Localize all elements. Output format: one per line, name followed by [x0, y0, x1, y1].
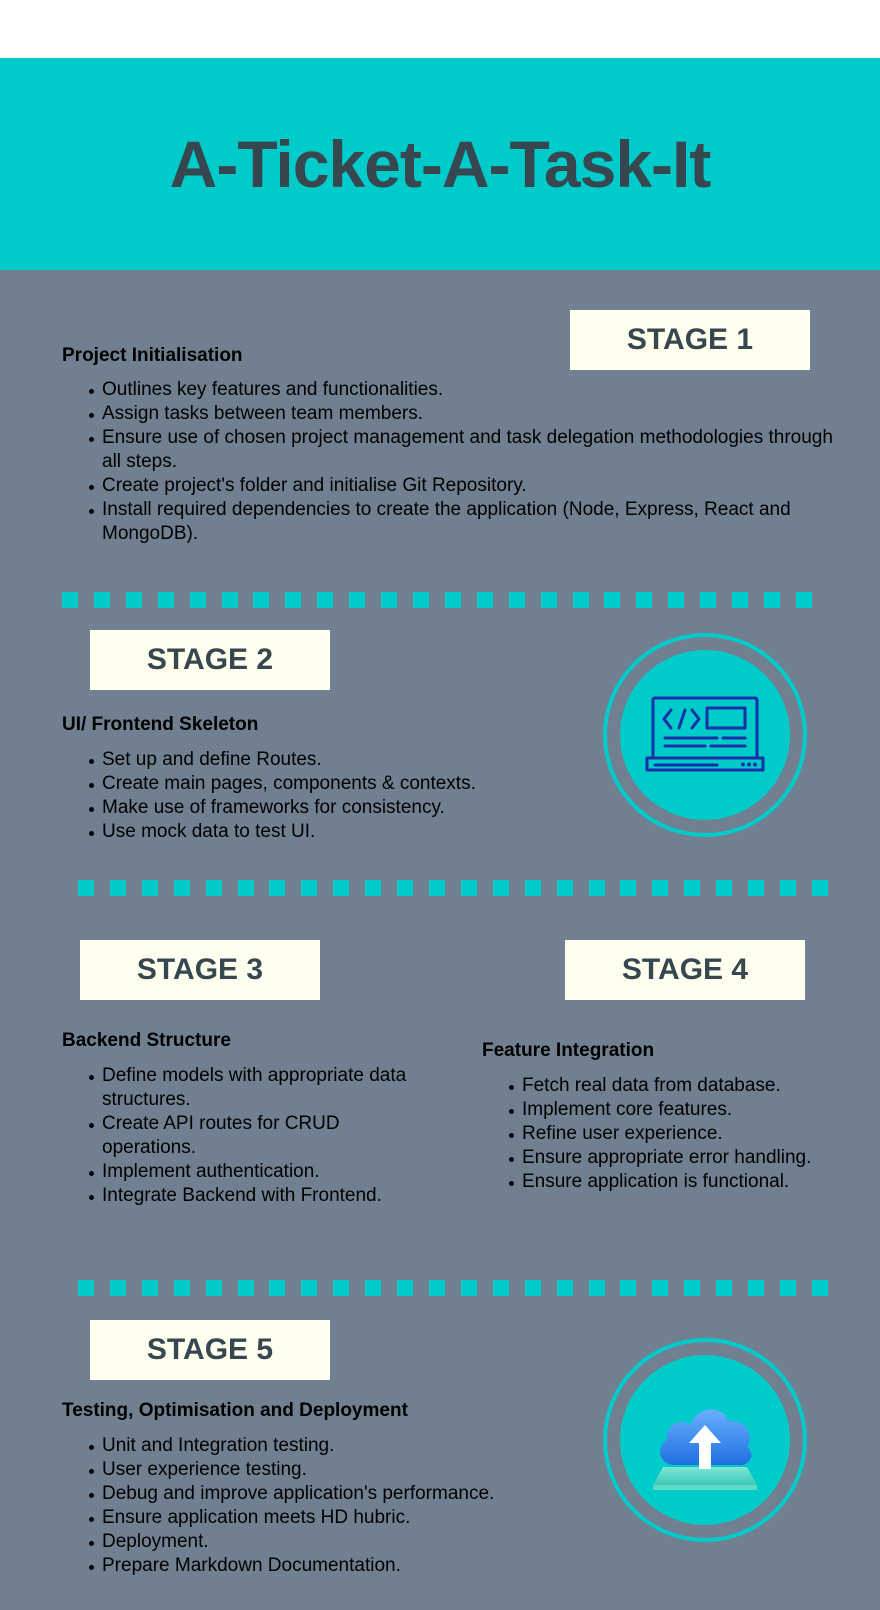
stage-4-title: Feature Integration — [482, 1040, 655, 1061]
divider-2 — [78, 880, 828, 896]
main-content: STAGE 1 Project Initialisation Outlines … — [0, 270, 880, 1610]
list-item: Unit and Integration testing. — [62, 1434, 562, 1458]
stage-2-title: UI/ Frontend Skeleton — [62, 714, 259, 735]
list-item: Set up and define Routes. — [62, 748, 542, 772]
stage-2-list: Set up and define Routes. Create main pa… — [62, 748, 542, 844]
stage-1-list: Outlines key features and functionalitie… — [62, 378, 842, 546]
list-item: Implement authentication. — [62, 1160, 422, 1184]
list-item: Refine user experience. — [482, 1122, 832, 1146]
page-title: A-Ticket-A-Task-It — [169, 127, 712, 201]
stage-1-label: STAGE 1 — [570, 310, 810, 370]
stage-3-title: Backend Structure — [62, 1030, 231, 1051]
stage-2-label: STAGE 2 — [90, 630, 330, 690]
cloud-upload-icon — [653, 1409, 757, 1490]
list-item: User experience testing. — [62, 1458, 562, 1482]
stage-4-list: Fetch real data from database. Implement… — [482, 1074, 832, 1194]
list-item: Deployment. — [62, 1530, 562, 1554]
stage-5-list: Unit and Integration testing. User exper… — [62, 1434, 562, 1578]
list-item: Fetch real data from database. — [482, 1074, 832, 1098]
stage-5-title: Testing, Optimisation and Deployment — [62, 1400, 408, 1421]
stage-3-list: Define models with appropriate data stru… — [62, 1064, 422, 1208]
list-item: Ensure application meets HD hubric. — [62, 1506, 562, 1530]
list-item: Ensure application is functional. — [482, 1170, 832, 1194]
list-item: Use mock data to test UI. — [62, 820, 542, 844]
stage-2-icon-badge — [603, 633, 807, 837]
list-item: Create main pages, components & contexts… — [62, 772, 542, 796]
list-item: Prepare Markdown Documentation. — [62, 1554, 562, 1578]
stage-5-label: STAGE 5 — [90, 1320, 330, 1380]
list-item: Assign tasks between team members. — [62, 402, 842, 426]
list-item: Integrate Backend with Frontend. — [62, 1184, 422, 1208]
header-banner: A-Ticket-A-Task-It — [0, 58, 880, 270]
list-item: Define models with appropriate data stru… — [62, 1064, 422, 1112]
stage-1-title: Project Initialisation — [62, 345, 243, 366]
list-item: Outlines key features and functionalitie… — [62, 378, 842, 402]
list-item: Make use of frameworks for consistency. — [62, 796, 542, 820]
list-item: Debug and improve application's performa… — [62, 1482, 562, 1506]
list-item: Implement core features. — [482, 1098, 832, 1122]
stage-3-label: STAGE 3 — [80, 940, 320, 1000]
divider-1 — [62, 592, 812, 608]
list-item: Ensure use of chosen project management … — [62, 426, 842, 474]
list-item: Create project's folder and initialise G… — [62, 474, 842, 498]
divider-3 — [78, 1280, 828, 1296]
stage-5-icon-badge — [603, 1338, 807, 1542]
list-item: Install required dependencies to create … — [62, 498, 842, 546]
list-item: Ensure appropriate error handling. — [482, 1146, 832, 1170]
list-item: Create API routes for CRUD operations. — [62, 1112, 422, 1160]
stage-4-label: STAGE 4 — [565, 940, 805, 1000]
laptop-code-icon — [645, 696, 765, 772]
